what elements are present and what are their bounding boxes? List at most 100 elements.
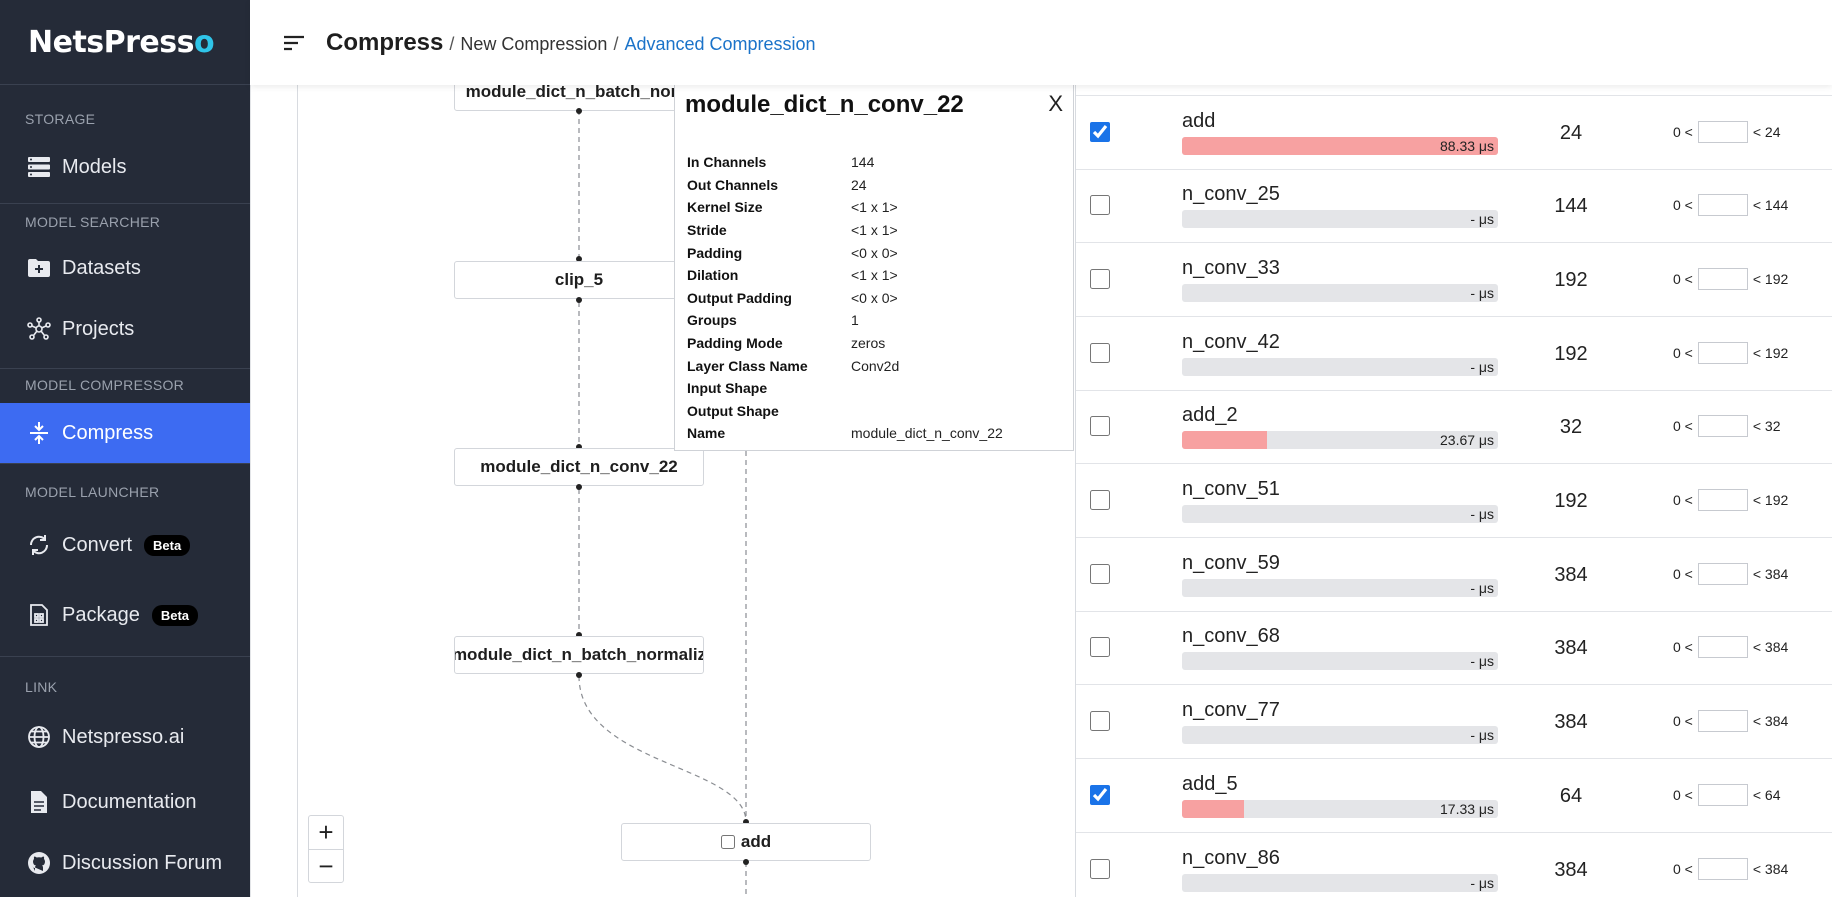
breadcrumb-compress[interactable]: Compress [326, 28, 444, 56]
breadcrumb-separator: / [449, 33, 455, 54]
table-row: n_conv_68 - μs 384 0 < < 384 [1076, 611, 1832, 685]
sidebar-item-package[interactable]: Package Beta [0, 580, 250, 650]
node-checkbox[interactable] [720, 835, 735, 849]
property-row: Groups 1 [687, 309, 1067, 332]
section-title: STORAGE [25, 111, 96, 127]
graph-node-add[interactable]: add [621, 823, 871, 861]
property-value: 24 [851, 176, 867, 193]
property-row: In Channels 144 [687, 151, 1067, 174]
latency-bar: 17.33 μs [1182, 800, 1498, 818]
range-high-label: < 384 [1752, 713, 1789, 729]
latency-label: - μs [1470, 211, 1494, 227]
section-title: LINK [25, 679, 58, 695]
sidebar-item-models[interactable]: Models [0, 137, 250, 197]
layer-select-checkbox[interactable] [1090, 564, 1110, 584]
node-port [576, 632, 582, 638]
table-row: n_conv_51 - μs 192 0 < < 192 [1076, 464, 1832, 538]
layer-name: add [1182, 110, 1216, 132]
latency-label: - μs [1470, 875, 1494, 891]
layer-select-checkbox[interactable] [1090, 711, 1110, 731]
layer-select-checkbox[interactable] [1090, 637, 1110, 657]
channel-input[interactable] [1697, 342, 1748, 364]
latency-label: 17.33 μs [1440, 801, 1494, 817]
sidebar-item-label: Compress [62, 421, 154, 444]
sidebar-section-model-searcher: MODEL SEARCHER Datasets Projects [0, 204, 250, 369]
menu-icon[interactable] [282, 31, 306, 55]
channel-input[interactable] [1697, 415, 1748, 437]
sidebar-item-convert[interactable]: Convert Beta [0, 510, 250, 580]
table-row: n_conv_59 - μs 384 0 < < 384 [1076, 538, 1832, 612]
latency-bar: - μs [1182, 210, 1498, 228]
sidebar: NetsPress o STORAGE Models MODEL SEARCHER… [0, 0, 250, 897]
channel-input[interactable] [1697, 858, 1748, 880]
graph-node-conv-22[interactable]: module_dict_n_conv_22 [454, 448, 704, 486]
sidebar-item-label: Discussion Forum [62, 851, 223, 874]
range-high-label: < 192 [1752, 492, 1789, 508]
sidebar-section-model-launcher: MODEL LAUNCHER Convert Beta Package Beta [0, 464, 250, 657]
range-low-label: 0 < [1673, 271, 1693, 287]
sidebar-item-compress[interactable]: Compress [0, 403, 250, 463]
channel-input[interactable] [1697, 636, 1748, 658]
property-key: Stride [687, 222, 727, 239]
layer-select-checkbox[interactable] [1090, 122, 1110, 142]
channel-input[interactable] [1697, 784, 1748, 806]
property-value: <1 x 1> [851, 267, 898, 284]
layer-select-checkbox[interactable] [1090, 343, 1110, 363]
channel-range: 0 < < 384 [1673, 636, 1788, 658]
layer-select-checkbox[interactable] [1090, 859, 1110, 879]
close-button[interactable]: X [1048, 91, 1063, 116]
property-key: Out Channels [687, 176, 779, 193]
layer-select-checkbox[interactable] [1090, 416, 1110, 436]
netspresso-logo[interactable]: NetsPress o [0, 0, 250, 85]
layer-select-checkbox[interactable] [1090, 269, 1110, 289]
sidebar-item-documentation[interactable]: Documentation [0, 769, 250, 835]
channel-input[interactable] [1697, 489, 1748, 511]
breadcrumb-new-compression[interactable]: New Compression [460, 33, 608, 54]
layer-select-checkbox[interactable] [1090, 195, 1110, 215]
channel-count: 384 [1554, 859, 1588, 881]
latency-bar-fill [1182, 800, 1244, 818]
node-port [743, 819, 749, 825]
sidebar-item-datasets[interactable]: Datasets [0, 240, 250, 296]
latency-label: - μs [1470, 285, 1494, 301]
table-row-partial: μs [1076, 85, 1832, 96]
channel-input[interactable] [1697, 121, 1748, 143]
range-low-label: 0 < [1673, 124, 1693, 140]
graph-node-batch-normaliz[interactable]: module_dict_n_batch_normaliz [454, 636, 704, 674]
zoom-out-button[interactable]: − [309, 849, 343, 882]
channel-count: 144 [1554, 195, 1588, 217]
channel-range: 0 < < 24 [1673, 121, 1781, 143]
channel-input[interactable] [1697, 563, 1748, 585]
property-row: Dilation <1 x 1> [687, 264, 1067, 287]
layer-name: add_5 [1182, 773, 1238, 795]
channel-input[interactable] [1697, 710, 1748, 732]
property-row: Stride <1 x 1> [687, 219, 1067, 242]
property-value: Conv2d [851, 357, 900, 374]
layer-select-checkbox[interactable] [1090, 785, 1110, 805]
graph-node-clip-5[interactable]: clip_5 [454, 261, 704, 299]
property-row: Padding Mode zeros [687, 332, 1067, 355]
channel-count: 64 [1559, 785, 1583, 807]
zoom-in-button[interactable]: + [318, 817, 334, 847]
globe-icon [26, 724, 52, 750]
range-high-label: < 32 [1752, 418, 1781, 434]
channel-count: 192 [1554, 343, 1588, 365]
node-port [576, 108, 582, 114]
channel-input[interactable] [1697, 194, 1748, 216]
layer-select-checkbox[interactable] [1090, 490, 1110, 510]
channel-count: 192 [1554, 269, 1588, 291]
property-value: <1 x 1> [851, 222, 898, 239]
sidebar-item-projects[interactable]: Projects [0, 296, 250, 362]
channel-range: 0 < < 192 [1673, 342, 1788, 364]
compress-icon [26, 420, 52, 446]
sidebar-item-label: Projects [62, 317, 135, 340]
range-high-label: < 384 [1752, 639, 1789, 655]
layer-name: add_2 [1182, 404, 1238, 426]
sidebar-item-discussion-forum[interactable]: Discussion Forum [0, 835, 250, 891]
sidebar-item-netspresso-ai[interactable]: Netspresso.ai [0, 705, 250, 769]
latency-label: - μs [1470, 359, 1494, 375]
channel-input[interactable] [1697, 268, 1748, 290]
breadcrumb-advanced-compression[interactable]: Advanced Compression [624, 33, 816, 54]
latency-bar: - μs [1182, 358, 1498, 376]
package-icon [26, 602, 52, 628]
